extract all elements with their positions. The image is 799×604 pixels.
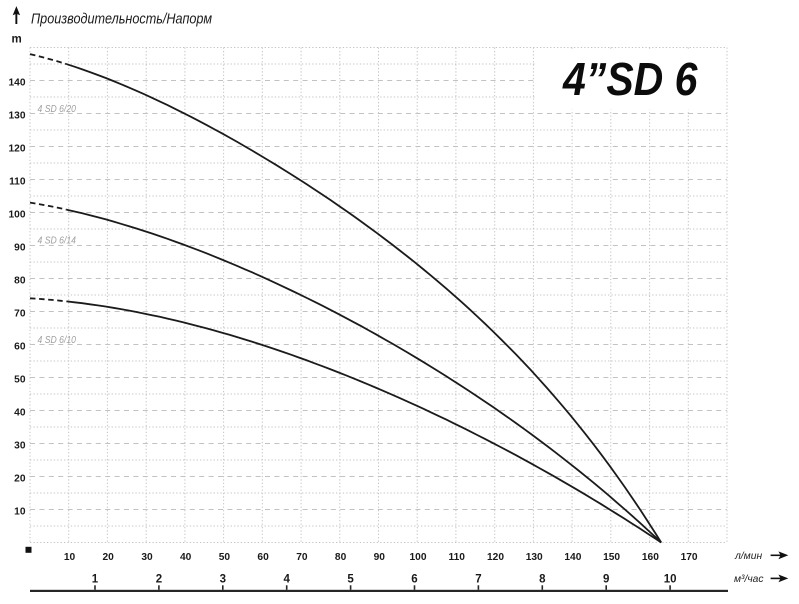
svg-text:160: 160	[642, 552, 659, 563]
svg-text:3: 3	[220, 574, 226, 586]
svg-text:70: 70	[14, 309, 26, 320]
svg-text:10: 10	[64, 552, 76, 563]
svg-text:6: 6	[411, 574, 417, 586]
svg-text:80: 80	[335, 552, 347, 563]
svg-text:л/мин: л/мин	[734, 551, 762, 562]
svg-text:60: 60	[257, 552, 269, 563]
svg-text:110: 110	[448, 552, 465, 563]
svg-text:м³/час: м³/час	[734, 574, 764, 585]
svg-text:4: 4	[283, 574, 290, 586]
svg-text:70: 70	[296, 552, 308, 563]
svg-text:m: m	[12, 34, 22, 46]
svg-text:8: 8	[539, 574, 546, 586]
svg-text:150: 150	[603, 552, 620, 563]
svg-text:40: 40	[14, 408, 26, 419]
svg-text:20: 20	[14, 474, 26, 485]
svg-text:7: 7	[475, 574, 481, 586]
svg-text:4”SD 6: 4”SD 6	[562, 53, 698, 105]
svg-text:1: 1	[92, 574, 99, 586]
svg-text:20: 20	[103, 552, 115, 563]
svg-text:130: 130	[9, 111, 26, 122]
svg-text:90: 90	[14, 243, 26, 254]
svg-text:130: 130	[526, 552, 543, 563]
svg-text:30: 30	[14, 441, 26, 452]
svg-text:170: 170	[681, 552, 698, 563]
svg-text:2: 2	[156, 574, 162, 586]
svg-text:4 SD 6/10: 4 SD 6/10	[38, 335, 77, 346]
svg-text:60: 60	[14, 342, 26, 353]
svg-text:90: 90	[374, 552, 386, 563]
svg-text:50: 50	[14, 375, 26, 386]
svg-text:120: 120	[487, 552, 504, 563]
svg-text:120: 120	[9, 144, 26, 155]
svg-text:110: 110	[9, 177, 26, 188]
svg-text:Производительность/Напорм: Производительность/Напорм	[31, 10, 212, 27]
svg-text:4 SD 6/20: 4 SD 6/20	[38, 104, 77, 115]
svg-text:4 SD 6/14: 4 SD 6/14	[38, 236, 77, 247]
svg-text:100: 100	[410, 552, 427, 563]
svg-text:10: 10	[664, 574, 677, 586]
svg-text:9: 9	[603, 574, 609, 586]
svg-text:100: 100	[9, 210, 26, 221]
svg-text:30: 30	[141, 552, 153, 563]
svg-text:40: 40	[180, 552, 192, 563]
svg-text:50: 50	[219, 552, 231, 563]
svg-text:140: 140	[9, 78, 26, 89]
svg-text:80: 80	[14, 276, 26, 287]
svg-text:140: 140	[564, 552, 581, 563]
svg-text:10: 10	[14, 507, 26, 518]
svg-text:5: 5	[347, 574, 354, 586]
